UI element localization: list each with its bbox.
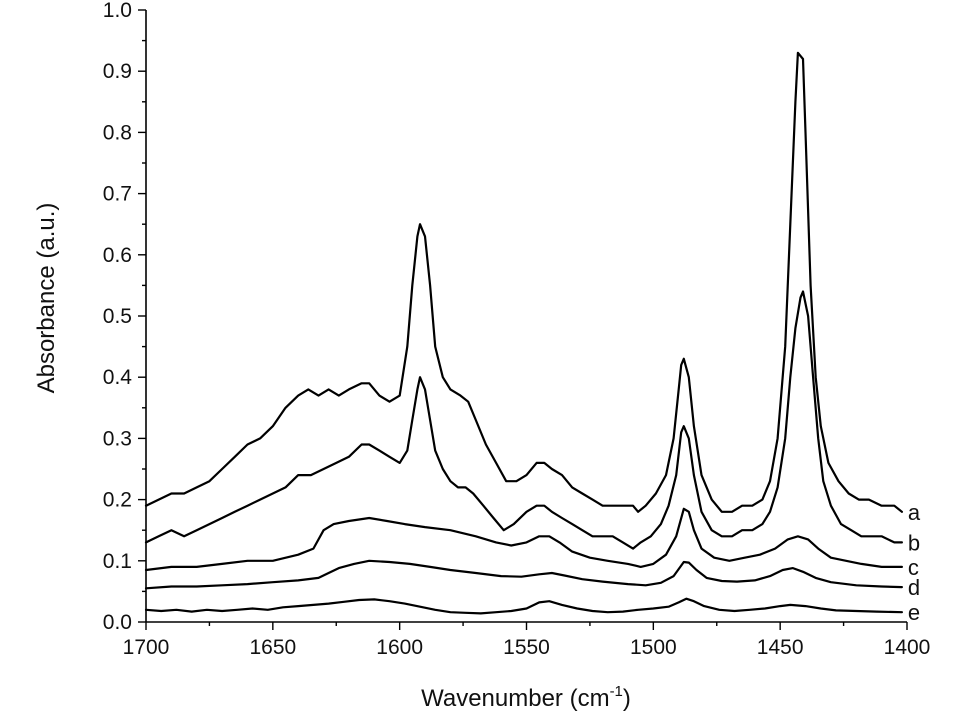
x-axis-title-main: Wavenumber (cm (421, 685, 609, 712)
x-axis-title-sup: -1 (610, 683, 623, 700)
series-label-a: a (908, 500, 921, 525)
y-tick-label: 0.6 (103, 244, 132, 267)
y-tick-label: 0.3 (103, 427, 132, 450)
y-tick-label: 1.0 (103, 0, 132, 22)
x-tick-label: 1550 (503, 636, 550, 659)
axes (145, 10, 907, 623)
y-tick-label: 0.9 (103, 60, 132, 83)
series-lines (144, 51, 903, 615)
series-line-b (144, 290, 903, 550)
series-line-c (144, 507, 903, 572)
x-tick-label: 1450 (757, 636, 804, 659)
y-tick-label: 0.1 (103, 550, 132, 573)
y-tick-label: 0.4 (103, 366, 133, 389)
series-label-d: d (908, 575, 920, 600)
series-line-e (144, 597, 903, 615)
series-line-a (144, 51, 903, 513)
y-tick-label: 0.5 (103, 305, 132, 328)
series-label-b: b (908, 530, 920, 555)
y-axis-title: Absorbance (a.u.) (33, 203, 60, 394)
y-ticks: 0.0 0.1 0.2 0.3 0.4 0.5 0.6 0.7 0.8 0.9 1.0 (103, 0, 146, 634)
x-ticks: 1700 1650 1600 1550 1500 1450 1400 (123, 622, 931, 659)
series-label-e: e (908, 600, 920, 625)
series-label-c: c (908, 555, 919, 580)
y-tick-label: 0.0 (103, 611, 132, 634)
series-line-d (144, 559, 903, 590)
y-tick-label: 0.8 (103, 121, 132, 144)
x-tick-label: 1500 (630, 636, 677, 659)
x-axis-title: Wavenumber (cm-1) (421, 683, 631, 712)
x-tick-label: 1650 (249, 636, 296, 659)
x-tick-label: 1600 (376, 636, 423, 659)
x-tick-label: 1700 (123, 636, 170, 659)
y-tick-label: 0.7 (103, 183, 132, 206)
y-tick-label: 0.2 (103, 489, 132, 512)
x-axis-title-close: ) (623, 685, 631, 712)
x-tick-label: 1400 (884, 636, 931, 659)
